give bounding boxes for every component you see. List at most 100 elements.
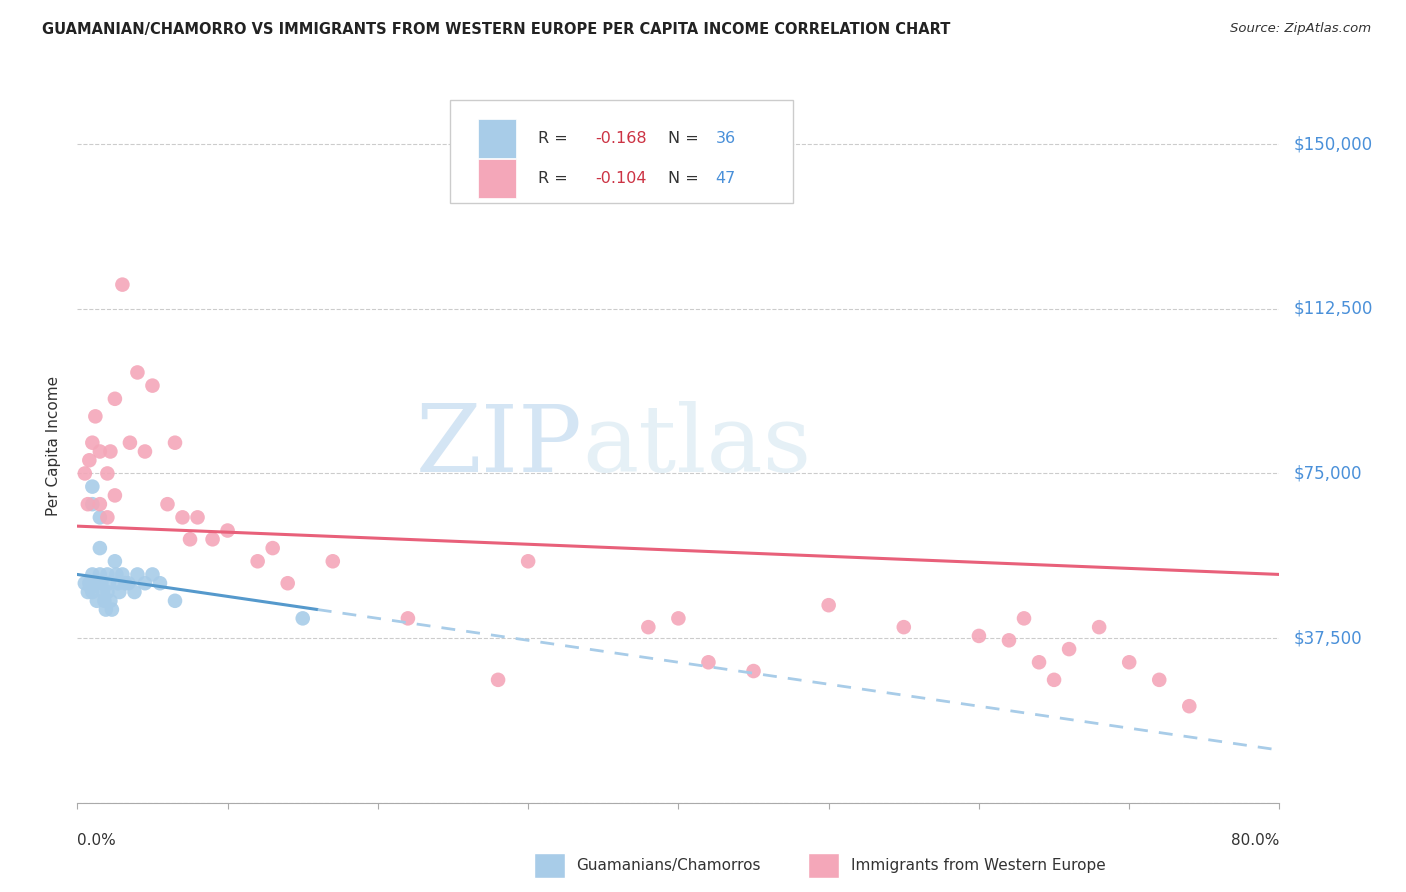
Point — [104, 554, 127, 568]
Point — [76, 585, 98, 599]
Text: $150,000: $150,000 — [1294, 135, 1372, 153]
Point — [742, 664, 765, 678]
Text: 47: 47 — [716, 171, 735, 186]
Point — [1043, 673, 1066, 687]
Point — [1028, 655, 1050, 669]
Point — [163, 594, 186, 608]
Point — [217, 524, 239, 538]
Point — [76, 497, 98, 511]
Point — [893, 620, 915, 634]
Point — [79, 453, 101, 467]
Point — [668, 611, 690, 625]
Point — [73, 576, 96, 591]
Point — [127, 567, 149, 582]
Point — [82, 480, 104, 494]
Point — [80, 581, 103, 595]
Point — [97, 576, 120, 591]
Point — [82, 585, 104, 599]
Point — [134, 576, 156, 591]
Point — [93, 594, 115, 608]
Point — [246, 554, 269, 568]
Point — [179, 533, 201, 547]
Point — [149, 576, 172, 591]
Text: R =: R = — [537, 171, 572, 186]
Text: $37,500: $37,500 — [1294, 629, 1362, 647]
Text: -0.104: -0.104 — [596, 171, 647, 186]
Point — [322, 554, 344, 568]
Point — [96, 567, 118, 582]
Point — [89, 541, 111, 555]
Point — [118, 435, 141, 450]
Point — [127, 366, 149, 380]
Point — [94, 602, 117, 616]
Point — [141, 567, 163, 582]
Text: N =: N = — [668, 130, 703, 145]
Point — [201, 533, 224, 547]
Point — [517, 554, 540, 568]
Point — [1149, 673, 1171, 687]
Text: Immigrants from Western Europe: Immigrants from Western Europe — [851, 858, 1105, 872]
Point — [111, 277, 134, 292]
Point — [100, 594, 122, 608]
Point — [172, 510, 194, 524]
Point — [84, 409, 107, 424]
FancyBboxPatch shape — [478, 159, 516, 198]
Point — [262, 541, 284, 555]
Point — [291, 611, 314, 625]
Point — [101, 602, 124, 616]
Point — [1118, 655, 1140, 669]
Text: 80.0%: 80.0% — [1232, 833, 1279, 848]
Text: GUAMANIAN/CHAMORRO VS IMMIGRANTS FROM WESTERN EUROPE PER CAPITA INCOME CORRELATI: GUAMANIAN/CHAMORRO VS IMMIGRANTS FROM WE… — [42, 22, 950, 37]
Point — [104, 488, 127, 502]
FancyBboxPatch shape — [478, 119, 516, 158]
Point — [186, 510, 209, 524]
Point — [90, 576, 112, 591]
Point — [82, 497, 104, 511]
Point — [84, 576, 107, 591]
Text: Source: ZipAtlas.com: Source: ZipAtlas.com — [1230, 22, 1371, 36]
Point — [82, 567, 104, 582]
Point — [396, 611, 419, 625]
Point — [86, 594, 108, 608]
Point — [82, 435, 104, 450]
Text: ZIP: ZIP — [416, 401, 582, 491]
Point — [89, 510, 111, 524]
Text: $112,500: $112,500 — [1294, 300, 1372, 318]
Text: N =: N = — [668, 171, 703, 186]
Point — [89, 567, 111, 582]
Point — [111, 567, 134, 582]
Point — [96, 510, 118, 524]
Point — [817, 598, 839, 612]
Point — [89, 497, 111, 511]
Text: R =: R = — [537, 130, 572, 145]
Point — [134, 444, 156, 458]
Point — [89, 444, 111, 458]
Point — [117, 576, 139, 591]
Point — [108, 585, 131, 599]
Point — [91, 585, 114, 599]
Text: $75,000: $75,000 — [1294, 465, 1362, 483]
Point — [79, 576, 101, 591]
Point — [96, 585, 118, 599]
Point — [156, 497, 179, 511]
Text: atlas: atlas — [582, 401, 811, 491]
Point — [637, 620, 659, 634]
Point — [114, 576, 136, 591]
Point — [141, 378, 163, 392]
Point — [73, 467, 96, 481]
Point — [697, 655, 720, 669]
Point — [1178, 699, 1201, 714]
Point — [96, 467, 118, 481]
Point — [105, 567, 128, 582]
Point — [100, 444, 122, 458]
Text: 36: 36 — [716, 130, 735, 145]
Point — [163, 435, 186, 450]
Point — [967, 629, 990, 643]
Point — [486, 673, 509, 687]
FancyBboxPatch shape — [450, 100, 793, 203]
Y-axis label: Per Capita Income: Per Capita Income — [46, 376, 62, 516]
Point — [1012, 611, 1035, 625]
Point — [998, 633, 1021, 648]
Point — [1057, 642, 1080, 657]
Text: Guamanians/Chamorros: Guamanians/Chamorros — [576, 858, 761, 872]
